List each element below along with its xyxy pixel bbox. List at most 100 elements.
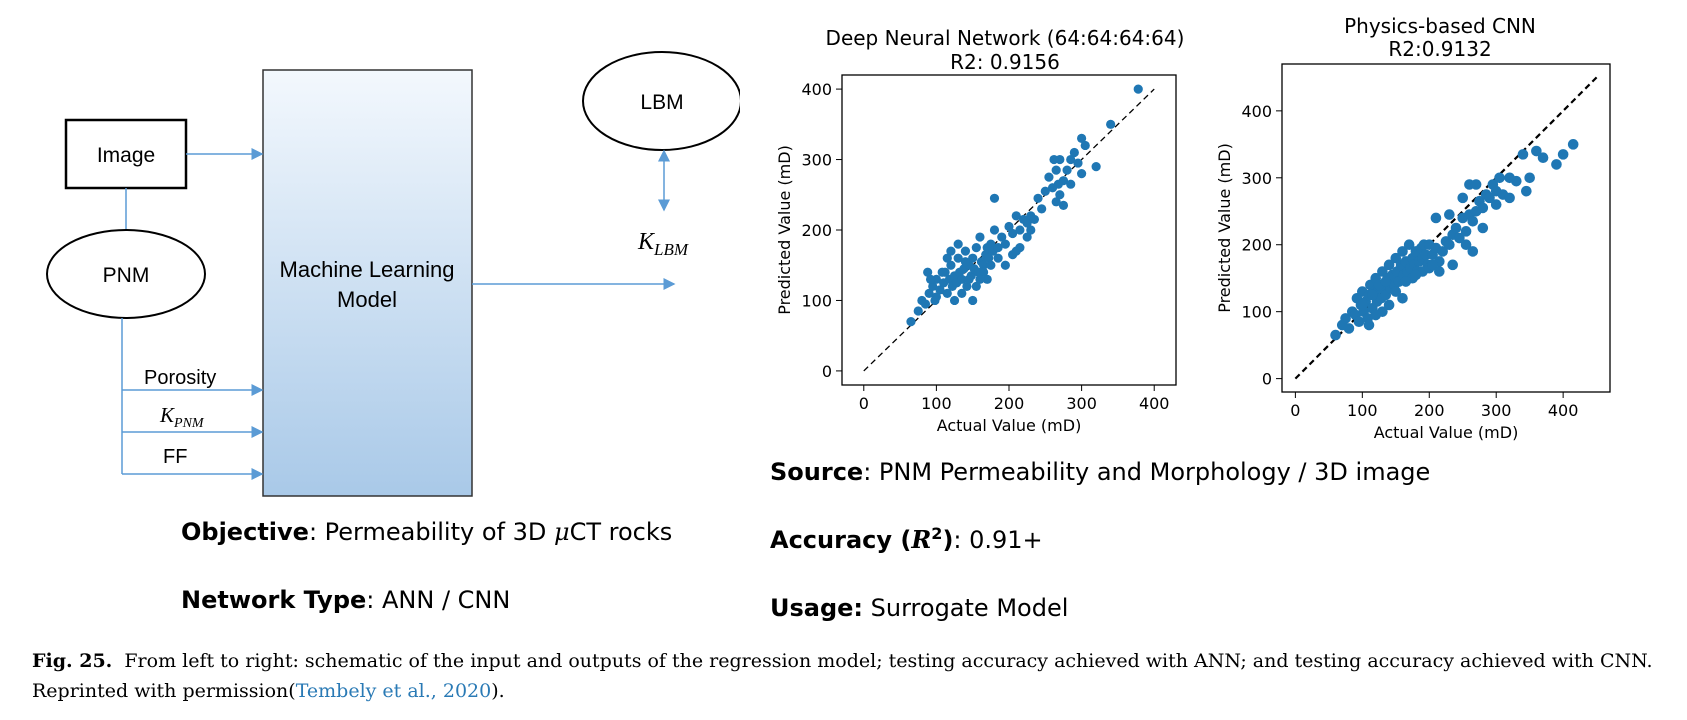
data-point xyxy=(924,288,934,299)
data-point xyxy=(1434,266,1445,277)
data-point xyxy=(1055,190,1065,200)
data-point xyxy=(1490,199,1502,210)
network-type-key: Network Type xyxy=(181,586,367,614)
data-point xyxy=(1370,309,1382,321)
accuracy-key: Accuracy (R2) xyxy=(770,524,953,554)
data-point xyxy=(928,281,938,291)
y-tick-label: 300 xyxy=(1241,169,1272,188)
data-point xyxy=(920,299,931,309)
kpnm-main: K xyxy=(159,403,175,427)
objective-mu: μ xyxy=(553,518,570,546)
ff-label: FF xyxy=(163,446,187,468)
data-point xyxy=(1457,192,1469,204)
dnn-scatter-plot: 0 100 200 300 400 0 100 200 300 400 Actual Value (… xyxy=(775,74,1177,435)
data-point xyxy=(1397,292,1408,304)
cnn-plot-title: Physics-based CNN xyxy=(1344,14,1536,38)
data-point xyxy=(1537,152,1549,164)
kpnm-subscript: PNM xyxy=(173,416,205,431)
network-type-value: : ANN / CNN xyxy=(366,586,511,614)
data-point xyxy=(984,253,994,263)
lbm-node: LBM xyxy=(582,51,740,151)
caption-text: From left to right: schematic of the inp… xyxy=(32,650,1653,702)
data-point xyxy=(968,253,978,263)
y-axis-label: Predicted Value (mD) xyxy=(775,145,794,315)
y-tick-label: 400 xyxy=(1241,102,1272,121)
workflow-schematic: Machine Learning Model Image PNM Porosit… xyxy=(46,51,740,497)
data-point xyxy=(975,274,985,284)
porosity-label: Porosity xyxy=(144,367,216,389)
data-point xyxy=(1567,139,1579,150)
pnm-label: PNM xyxy=(103,264,150,287)
data-point xyxy=(993,243,1003,253)
data-point xyxy=(1430,212,1442,224)
data-point xyxy=(1367,289,1378,301)
data-point xyxy=(1484,192,1495,204)
data-point xyxy=(1051,197,1061,207)
cnn-plot-subtitle: R2:0.9132 xyxy=(1388,37,1492,61)
data-point xyxy=(968,295,978,306)
x-tick-label: 300 xyxy=(1066,394,1097,413)
data-point xyxy=(1551,159,1562,170)
data-point xyxy=(1380,276,1392,287)
data-point xyxy=(1053,179,1063,189)
data-point xyxy=(989,225,1000,235)
data-point xyxy=(930,295,940,306)
x-tick-label: 0 xyxy=(859,394,869,413)
y-tick-label: 100 xyxy=(801,291,832,310)
data-point xyxy=(986,260,996,270)
data-point xyxy=(937,267,947,277)
y-tick-label: 300 xyxy=(801,151,832,170)
x-tick-label: 400 xyxy=(1548,401,1579,420)
image-input-box: Image xyxy=(64,118,188,190)
data-point xyxy=(1343,323,1355,334)
dnn-plot-title: Deep Neural Network (64:64:64:64) xyxy=(825,26,1185,50)
data-point xyxy=(1106,119,1116,129)
y-tick-label: 200 xyxy=(801,221,832,240)
data-point xyxy=(993,253,1003,263)
x-tick-label: 0 xyxy=(1290,401,1300,420)
data-point xyxy=(1133,84,1143,94)
data-point xyxy=(946,260,956,270)
data-point xyxy=(1470,179,1482,190)
x-axis-label: Actual Value (mD) xyxy=(1374,423,1519,442)
data-point xyxy=(1447,259,1458,271)
data-point xyxy=(1330,329,1341,341)
data-point xyxy=(935,285,945,295)
data-point xyxy=(1504,172,1515,184)
figure-label: Fig. 25. xyxy=(32,650,113,672)
usage-line: Usage: Surrogate Model xyxy=(770,594,1068,622)
data-point xyxy=(1058,200,1069,210)
data-point xyxy=(1454,232,1465,244)
data-point xyxy=(1091,161,1101,172)
accuracy-line: Accuracy (R2): 0.91+ xyxy=(770,524,1043,554)
data-point xyxy=(1066,179,1076,189)
data-point xyxy=(982,274,992,284)
data-point xyxy=(960,246,971,256)
data-point xyxy=(1029,214,1040,225)
data-point xyxy=(1363,319,1375,331)
objective-value-pre: : Permeability of 3D xyxy=(308,518,554,546)
data-point xyxy=(1450,222,1462,234)
data-point xyxy=(1000,260,1010,270)
data-point xyxy=(1011,246,1021,256)
data-point xyxy=(942,288,952,299)
x-tick-label: 400 xyxy=(1139,394,1170,413)
x-tick-label: 300 xyxy=(1481,401,1512,420)
data-point xyxy=(1390,286,1402,297)
data-point xyxy=(960,257,971,267)
objective-key: Objective xyxy=(181,518,309,546)
data-point xyxy=(962,281,972,291)
data-point xyxy=(957,274,967,284)
source-value: : PNM Permeability and Morphology / 3D i… xyxy=(863,458,1431,486)
data-point xyxy=(978,267,989,277)
y-tick-label: 200 xyxy=(1241,236,1272,255)
data-point xyxy=(953,253,963,263)
klbm-subscript: LBM xyxy=(653,240,689,259)
data-point xyxy=(1357,299,1368,311)
data-point xyxy=(1410,269,1422,281)
ml-model-label-line2: Model xyxy=(337,287,397,312)
data-point xyxy=(923,267,933,277)
accuracy-r: R xyxy=(911,525,932,554)
citation-link[interactable]: Tembely et al., 2020 xyxy=(295,680,492,702)
data-point xyxy=(1069,147,1079,158)
